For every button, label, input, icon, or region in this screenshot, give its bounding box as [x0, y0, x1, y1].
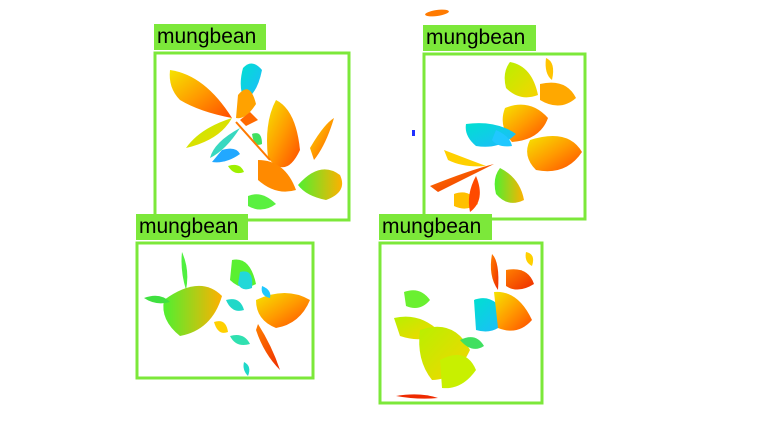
plant-4 — [394, 252, 534, 399]
detection-label-2: mungbean — [423, 25, 536, 51]
detection-label-3: mungbean — [136, 214, 248, 240]
plant-3 — [144, 252, 310, 376]
detection-box-3 — [135, 241, 315, 380]
stray-speck-top — [425, 9, 449, 17]
stray-speck-blue — [412, 130, 415, 136]
detection-label-4: mungbean — [379, 214, 492, 240]
plant-2 — [430, 58, 582, 212]
detection-box-1 — [153, 51, 351, 222]
detection-label-1: mungbean — [154, 24, 266, 50]
detection-box-2 — [422, 52, 587, 221]
plant-1 — [169, 63, 343, 210]
detection-box-4 — [378, 241, 544, 405]
